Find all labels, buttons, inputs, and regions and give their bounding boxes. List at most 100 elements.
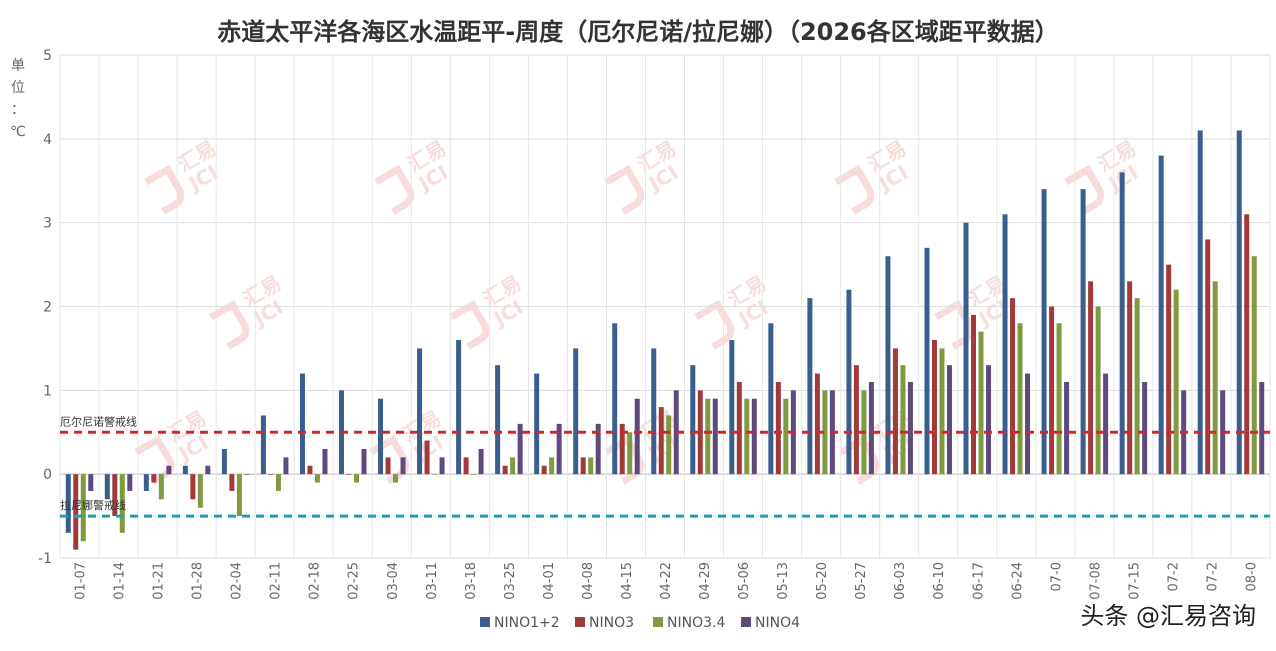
y-axis-ticks: -1 0 1 2 3 4 5 [38, 48, 52, 567]
x-tick-label: 07-2 [1166, 562, 1181, 592]
bar [783, 398, 789, 475]
y-axis-label-char: 单 [11, 58, 25, 74]
bar [853, 365, 859, 475]
bar [1251, 256, 1257, 475]
bar [573, 348, 579, 475]
bar [393, 474, 399, 483]
x-tick-label: 03-25 [503, 562, 518, 600]
bar [666, 415, 672, 475]
bar [846, 289, 852, 475]
legend-label: NINO3.4 [667, 615, 725, 631]
bar [260, 415, 266, 475]
bar [822, 390, 828, 475]
x-tick-label: 03-11 [425, 562, 440, 600]
y-tick-label: 1 [43, 383, 52, 399]
bar [456, 340, 462, 475]
legend-swatch [575, 617, 585, 627]
bar [378, 398, 384, 475]
bar [1259, 381, 1265, 475]
x-tick-label: 06-03 [893, 562, 908, 600]
bar [588, 457, 594, 475]
x-tick-label: 07-2 [1205, 562, 1220, 592]
bar [236, 474, 242, 517]
bar [931, 340, 937, 475]
bar [275, 474, 281, 491]
bar [268, 474, 274, 475]
footer-credit: 头条 @汇易咨询 [1080, 602, 1256, 630]
x-tick-label: 06-10 [932, 562, 947, 600]
x-tick-label: 02-25 [347, 562, 362, 600]
threshold-label: 厄尔尼诺警戒线 [60, 414, 137, 428]
y-tick-label: 5 [43, 48, 52, 64]
bar [986, 365, 992, 475]
bar [112, 474, 118, 517]
bar [892, 348, 898, 475]
bar [900, 365, 906, 475]
bar [946, 365, 952, 475]
bar [1134, 298, 1140, 475]
bar [471, 474, 477, 475]
x-tick-label: 04-08 [581, 562, 596, 600]
bar [283, 457, 289, 475]
bar [127, 474, 133, 491]
bar [346, 474, 352, 475]
bar [1166, 264, 1172, 475]
bar [1095, 306, 1101, 475]
bar [229, 474, 235, 491]
bar [361, 449, 367, 475]
bar [1103, 373, 1109, 475]
x-tick-label: 07-15 [1127, 562, 1142, 600]
bar [1064, 381, 1070, 475]
x-tick-label: 02-11 [269, 562, 284, 600]
bar [549, 457, 555, 475]
y-axis-label-char: ： [11, 102, 25, 118]
bar [1158, 155, 1164, 475]
x-tick-label: 05-13 [776, 562, 791, 600]
y-axis-label-char: ℃ [10, 124, 26, 140]
y-axis-label: 单位 ： ℃ [10, 58, 26, 140]
bar [868, 381, 874, 475]
bar [417, 348, 423, 475]
bar [353, 474, 359, 483]
bar [1173, 289, 1179, 475]
x-tick-label: 02-18 [308, 562, 323, 600]
bar [712, 398, 718, 475]
bar [697, 390, 703, 475]
bar [1049, 306, 1055, 475]
x-tick-label: 01-14 [113, 562, 128, 600]
bar [205, 465, 211, 475]
bar [736, 381, 742, 475]
bar [166, 465, 172, 475]
x-tick-label: 01-07 [74, 562, 89, 600]
bar [400, 457, 406, 475]
bar [314, 474, 320, 483]
legend-item: NINO3 [575, 615, 634, 631]
bar [424, 440, 430, 475]
bar [73, 474, 79, 550]
bar [1244, 214, 1250, 475]
y-tick-label: -1 [38, 551, 52, 567]
y-tick-label: 2 [43, 300, 52, 316]
x-tick-label: 04-22 [659, 562, 674, 600]
bar [907, 381, 913, 475]
x-tick-label: 05-27 [854, 562, 869, 600]
x-tick-label: 04-01 [542, 562, 557, 600]
x-tick-label: 01-28 [191, 562, 206, 600]
bar [1041, 189, 1047, 475]
bar [612, 323, 618, 475]
bar [495, 365, 501, 475]
y-tick-label: 0 [43, 467, 52, 483]
bar [595, 423, 601, 475]
bar [502, 465, 508, 475]
bar [580, 457, 586, 475]
bar [80, 474, 86, 542]
bar [963, 222, 969, 475]
bar [690, 365, 696, 475]
bar [751, 398, 757, 475]
bar [517, 423, 523, 475]
